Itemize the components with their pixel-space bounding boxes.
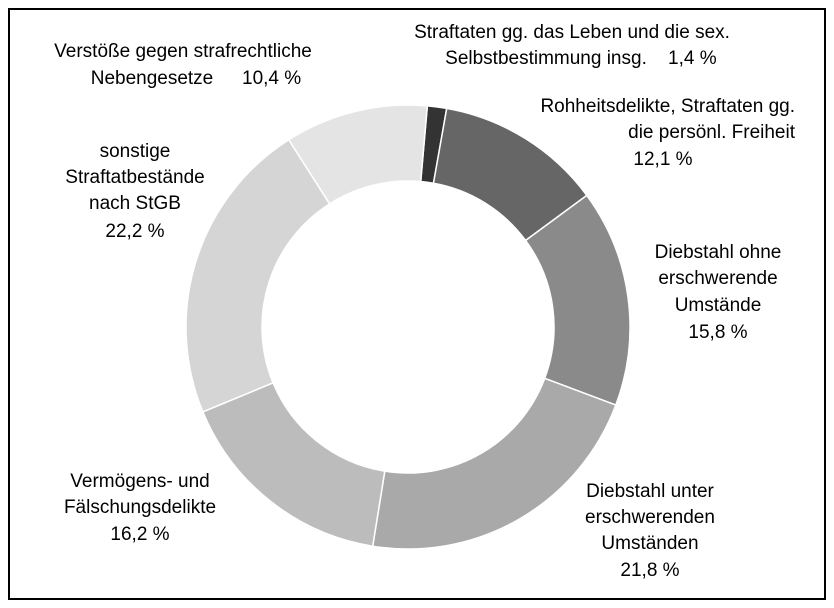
slice-label-line: Verstöße gegen strafrechtliche: [54, 41, 312, 62]
slice-label-line: sonstige: [100, 141, 171, 162]
slice-label-line: Rohheitsdelikte, Straftaten gg.: [540, 96, 795, 117]
slice-label: sonstige Straftatbestände nach StGB: [65, 141, 204, 214]
slice-label-line: Nebengesetze: [91, 68, 214, 89]
slice-label-line: Vermögens- und: [70, 471, 209, 492]
value-label: 12,1 %: [633, 149, 692, 170]
slice-label: Diebstahl unter erschwerenden Umständen: [585, 481, 715, 554]
slice-label-line: Straftatbestände: [65, 167, 204, 188]
slice-label: Vermögens- und Fälschungsdelikte: [64, 471, 216, 518]
value-label: 1,4 %: [668, 48, 717, 69]
slice-label: Rohheitsdelikte, Straftaten gg. die persö…: [540, 96, 795, 143]
slice-label-line: Fälschungsdelikte: [64, 497, 216, 518]
slice-label: Diebstahl ohne erschwerende Umstände: [655, 242, 782, 316]
slice-label-line: erschwerenden: [585, 507, 715, 528]
slice-label-line: Umstände: [675, 295, 762, 316]
slice-label-line: Selbstbestimmung insg.: [445, 48, 647, 69]
slice-label: Straftaten gg. das Leben und die sex. Sel…: [414, 22, 730, 69]
value-label: 22,2 %: [105, 221, 164, 242]
donut-slice: [287, 104, 429, 205]
value-label: 16,2 %: [110, 524, 169, 545]
value-label: 15,8 %: [688, 322, 747, 343]
slice-label-line: nach StGB: [89, 193, 181, 214]
slice-label-line: die persönl. Freiheit: [628, 122, 796, 143]
value-label: 10,4 %: [242, 68, 301, 89]
slice-label-line: Diebstahl ohne: [655, 242, 782, 263]
slice-label-line: Diebstahl unter: [586, 481, 714, 502]
value-label: 21,8 %: [620, 560, 679, 581]
slice-label-line: Umständen: [601, 533, 698, 554]
slice-label-line: Straftaten gg. das Leben und die sex.: [414, 22, 730, 43]
slice-label-line: erschwerende: [658, 268, 777, 289]
donut-slice: [371, 377, 617, 550]
slice-label: Verstöße gegen strafrechtliche Nebengeset…: [54, 41, 312, 89]
